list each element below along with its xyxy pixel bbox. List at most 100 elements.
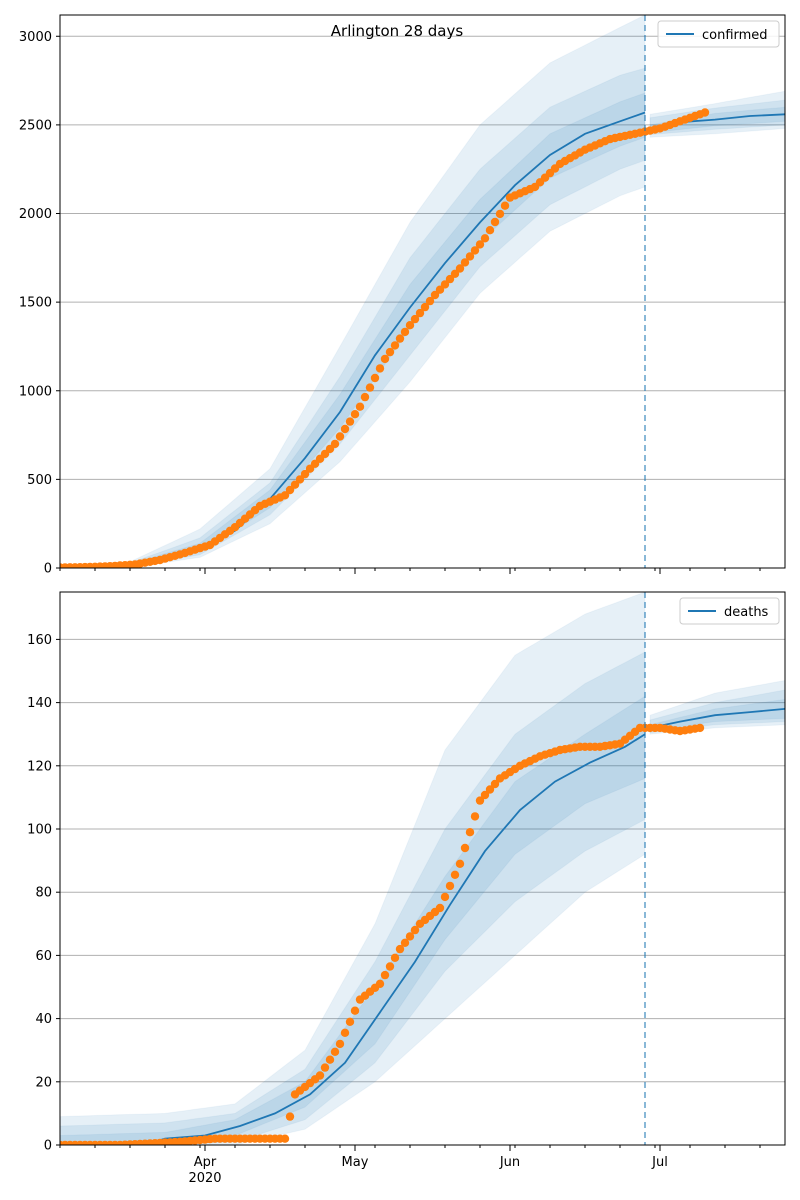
observed-point [435,903,445,913]
observed-point [465,252,475,261]
y-tick-label: 140 [27,696,52,711]
observed-point [350,410,360,419]
observed-point [410,314,420,324]
observed-point [440,280,450,289]
observed-point [450,269,460,278]
observed-point [425,296,435,306]
observed-point [490,779,500,789]
axes-frame [59,591,786,1146]
observed-point [335,1039,345,1049]
observed-point [315,1071,325,1080]
y-tick-label: 60 [35,949,52,964]
observed-point [290,480,300,489]
axes-frame [59,14,786,569]
interval-band-95-fit [60,15,646,568]
y-tick-label: 0 [44,1139,52,1154]
observed-point [345,417,355,426]
observed-point [475,796,485,805]
median-line-fit [60,733,646,1145]
legend-label: confirmed [702,28,768,43]
interval-band-95-forecast [649,90,785,138]
observed-point [390,953,400,962]
observed-point [285,1112,295,1121]
interval-band-50-fit [60,695,646,1145]
observed-point [355,402,365,411]
observed-point [420,302,430,312]
legend-box [657,20,780,48]
observed-point [380,970,390,980]
observed-point [330,1047,340,1057]
observed-point [460,843,470,853]
y-tick-label: 1000 [19,384,52,399]
y-tick-label: 1500 [19,296,52,311]
observed-point [700,108,710,117]
observed-point [470,246,480,255]
y-tick-label: 80 [35,886,52,901]
observed-point [395,944,405,954]
observed-point [405,321,415,330]
observed-point [485,226,495,235]
observed-point [450,870,460,879]
y-tick-label: 2500 [19,118,52,133]
y-tick-label: 40 [35,1012,52,1027]
observed-point [475,240,485,249]
observed-point [385,347,395,357]
observed-point [430,290,440,300]
median-line-forecast [649,708,785,729]
observed-point [485,785,495,794]
observed-point [405,932,415,941]
observed-point [415,308,425,318]
observed-point [340,1028,350,1038]
observed-point [410,925,420,935]
x-tick-label: Apr [194,1155,217,1170]
x-tick-year-label: 2020 [188,1171,221,1186]
observed-point [465,828,475,837]
observed-point [370,373,380,383]
observed-point [445,881,455,891]
legend-box [679,597,780,625]
x-tick-label: Jul [651,1155,668,1170]
observed-point [350,1006,360,1015]
observed-point [400,938,410,947]
observed-point [330,439,340,449]
y-tick-label: 120 [27,759,52,774]
y-tick-label: 20 [35,1075,52,1090]
observed-point [360,392,370,402]
observed-point [335,432,345,441]
observed-point [380,354,390,364]
x-tick-label: Jun [499,1155,520,1170]
observed-point [295,475,305,484]
confirmed-panel: 0 500 1000 1500 2000 2500 3000 confirmed [19,14,786,577]
y-tick-label: 3000 [19,30,52,45]
observed-point [285,485,295,495]
observed-point [345,1017,355,1026]
observed-point [375,364,385,373]
observed-point [455,264,465,273]
observed-point [320,1063,330,1072]
observed-point [400,327,410,337]
observed-point [300,469,310,479]
observed-point [440,892,450,902]
observed-point [280,491,290,500]
observed-point [490,217,500,227]
y-tick-label: 0 [44,562,52,577]
observed-point [390,341,400,350]
observed-point [325,1055,335,1064]
interval-band-80-forecast [649,99,785,136]
observed-point [460,258,470,267]
observed-point [280,1134,290,1143]
observed-point [375,979,385,988]
observed-point [480,790,490,800]
chart-title: Arlington 28 days [331,22,464,40]
observed-point [455,859,465,868]
observed-point [435,285,445,294]
plot-area [60,15,785,568]
x-tick-label: May [342,1155,369,1170]
observed-point [365,383,375,392]
observed-point [470,812,480,821]
plot-area [60,592,785,1145]
y-tick-label: 500 [27,473,52,488]
legend-label: deaths [724,605,769,620]
observed-point [695,723,705,733]
